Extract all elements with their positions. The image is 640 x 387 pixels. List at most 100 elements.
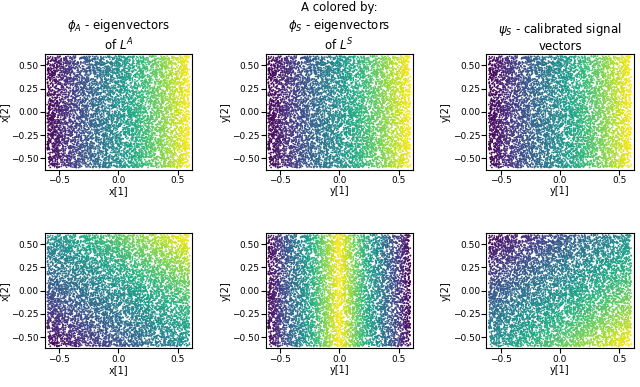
Point [134,132,145,138]
Point [506,245,516,251]
Point [381,335,391,341]
Point [519,278,529,284]
Point [323,260,333,266]
Point [515,74,525,80]
Point [129,112,140,118]
Point [109,283,120,289]
Point [327,155,337,161]
Point [554,327,564,334]
Point [317,329,328,335]
Point [579,138,589,144]
Point [585,124,595,130]
Point [385,55,396,62]
Point [328,341,338,348]
Point [60,78,70,84]
Point [542,123,552,129]
Point [544,293,554,299]
Point [115,158,125,164]
Point [587,145,597,151]
Point [554,246,564,252]
Point [334,246,344,252]
Point [74,341,84,348]
Point [93,284,103,290]
Point [586,129,596,135]
Point [160,298,170,305]
Point [352,124,362,130]
Point [310,123,321,129]
Point [342,151,352,157]
Point [69,238,79,245]
Point [342,235,352,241]
Point [545,342,556,349]
Point [377,69,387,75]
Point [495,119,505,125]
Point [402,296,412,302]
Point [574,94,584,101]
Point [88,103,99,109]
Point [523,69,533,75]
Point [595,164,605,171]
Point [352,109,362,115]
Point [495,266,505,272]
Point [568,247,578,253]
Point [319,81,330,87]
Point [156,140,166,147]
Point [44,295,54,301]
Point [531,244,541,250]
Point [362,267,372,273]
Point [403,245,413,252]
Point [378,127,388,134]
Point [83,240,93,246]
Point [333,107,343,113]
Point [108,134,118,140]
Point [614,253,624,259]
Point [300,281,310,288]
Point [500,295,511,301]
Point [517,289,527,296]
Point [618,82,628,88]
Point [332,125,342,132]
Point [303,140,314,147]
Point [295,161,305,167]
Point [324,332,335,338]
Point [269,277,279,283]
Point [621,257,632,263]
Point [573,298,583,304]
Point [381,248,392,254]
Point [72,99,83,106]
Point [390,250,401,256]
Point [388,289,399,296]
Point [44,99,54,105]
Point [555,57,565,63]
Point [102,97,113,103]
Point [495,57,506,63]
Point [300,123,310,129]
Point [156,308,166,314]
Point [539,61,549,67]
Point [161,146,171,152]
Point [332,73,342,79]
Point [369,105,380,111]
Point [163,317,173,324]
Point [129,97,140,103]
Point [275,104,285,110]
Point [339,326,349,332]
Point [313,130,323,136]
Point [316,308,326,315]
Point [601,79,611,85]
Point [312,135,323,141]
Point [159,257,170,263]
Point [572,152,582,158]
Point [104,164,114,170]
Point [277,56,287,62]
Point [310,127,321,133]
Point [603,120,613,126]
Point [574,280,584,286]
Point [617,153,627,159]
Point [579,77,589,84]
Point [543,120,553,126]
Point [355,153,365,159]
Point [563,140,573,146]
Point [83,65,93,71]
Point [367,70,377,76]
